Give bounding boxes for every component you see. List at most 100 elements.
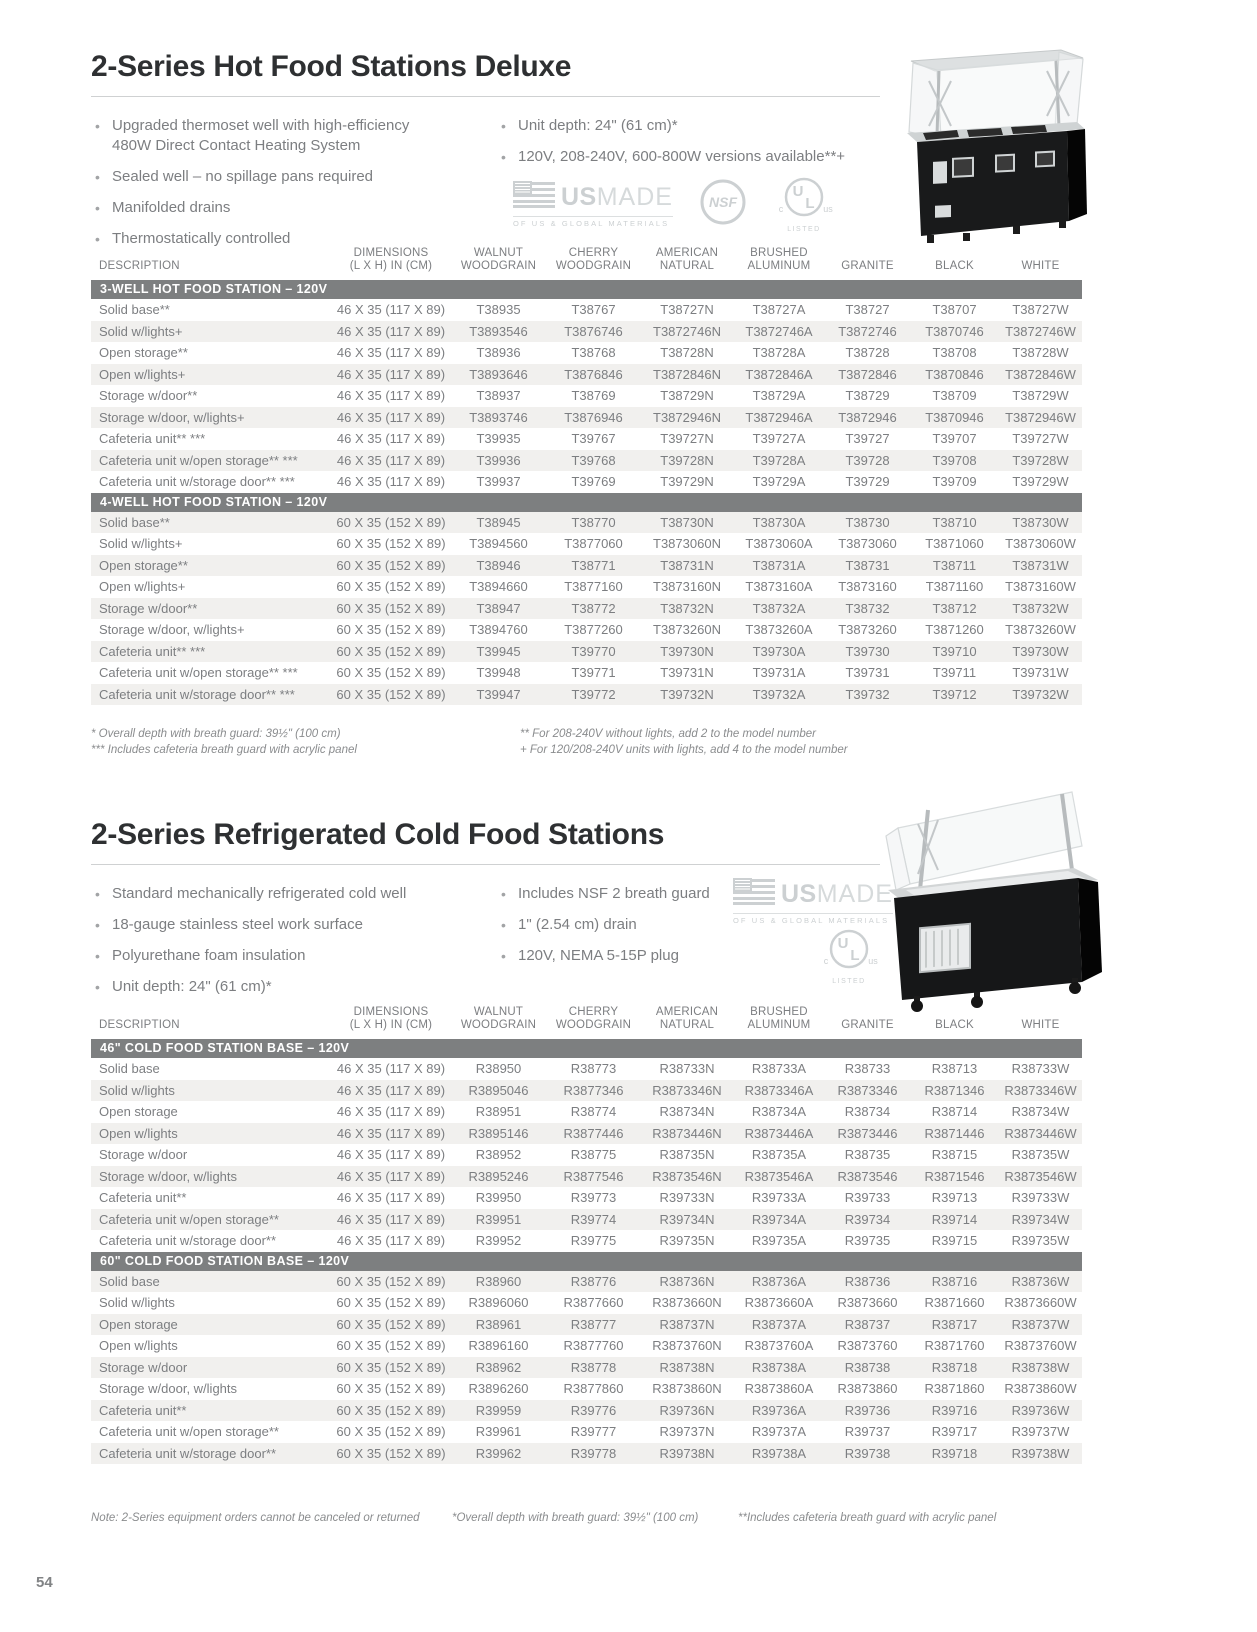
model-number-cell: T39730W <box>1012 643 1069 659</box>
model-number-cell: T38727A <box>752 302 806 318</box>
table-row: Storage w/door, w/lights+ 46 X 35 (117 X … <box>91 406 1082 428</box>
description-cell: Open storage <box>99 1104 178 1120</box>
model-number-cell: T38947 <box>476 600 521 616</box>
model-number-cell: R3877446 <box>563 1125 624 1141</box>
model-number-cell: R3871660 <box>924 1295 985 1311</box>
table-row: Solid w/lights 60 X 35 (152 X 89) R3896060… <box>91 1292 1082 1314</box>
model-number-cell: R3877546 <box>563 1168 624 1184</box>
model-number-cell: T38732A <box>752 600 806 616</box>
dimensions-cell: 60 X 35 (152 X 89) <box>336 600 446 616</box>
model-number-cell: T38709 <box>932 388 977 404</box>
svg-text:c: c <box>824 956 829 966</box>
dimensions-cell: 60 X 35 (152 X 89) <box>336 1273 446 1289</box>
column-header: BRUSHED ALUMINUM <box>747 1006 811 1031</box>
cold-food-station-product-image <box>876 790 1106 1017</box>
table-row: Open w/lights+ 60 X 35 (152 X 89) T3894660… <box>91 576 1082 598</box>
model-number-cell: T38707 <box>932 302 977 318</box>
model-number-cell: R39952 <box>475 1233 522 1249</box>
model-number-cell: R3873760A <box>744 1338 814 1354</box>
model-number-cell: T39730 <box>845 643 890 659</box>
model-number-cell: T38731W <box>1012 557 1069 573</box>
model-number-cell: T38731 <box>845 557 890 573</box>
table-row: Open w/lights 46 X 35 (117 X 89) R3895146 R… <box>91 1122 1082 1144</box>
model-number-cell: T3870946 <box>925 409 984 425</box>
model-number-cell: T39732A <box>752 686 806 702</box>
model-number-cell: T3893546 <box>469 323 528 339</box>
model-number-cell: R38733A <box>751 1061 807 1077</box>
svg-text:NSF: NSF <box>709 194 737 210</box>
column-header: WALNUT WOODGRAIN <box>460 1006 537 1031</box>
model-number-cell: T3873260A <box>745 622 813 638</box>
model-number-cell: T38730W <box>1012 514 1069 530</box>
description-cell: Open storage <box>99 1316 178 1332</box>
description-cell: Storage w/door** <box>99 388 198 404</box>
model-number-cell: T3873060A <box>745 536 813 552</box>
dimensions-cell: 46 X 35 (117 X 89) <box>336 388 446 404</box>
description-cell: Cafeteria unit** *** <box>99 431 206 447</box>
page-number: 54 <box>36 1574 53 1591</box>
dimensions-cell: 60 X 35 (152 X 89) <box>336 1359 446 1375</box>
table-row: Storage w/door** 46 X 35 (117 X 89) T38937… <box>91 385 1082 407</box>
model-number-cell: T39731A <box>752 665 806 681</box>
model-number-cell: T3871060 <box>925 536 984 552</box>
description-cell: Cafeteria unit** <box>99 1190 187 1206</box>
model-number-cell: R3873760W <box>1004 1338 1077 1354</box>
dimensions-cell: 46 X 35 (117 X 89) <box>336 1211 446 1227</box>
table-row: Cafeteria unit w/storage door** *** 60 X … <box>91 683 1082 705</box>
table-row: Open w/lights+ 46 X 35 (117 X 89) T3893646… <box>91 363 1082 385</box>
hot-features-list-left: Upgraded thermoset well with high-effici… <box>91 116 436 260</box>
dimensions-cell: 46 X 35 (117 X 89) <box>336 1061 446 1077</box>
model-number-cell: R3873860A <box>744 1381 814 1397</box>
model-number-cell: R39736A <box>751 1402 807 1418</box>
model-number-cell: T3871260 <box>925 622 984 638</box>
cold-section-title: 2-Series Refrigerated Cold Food Stations <box>91 818 665 851</box>
model-number-cell: R39737W <box>1011 1424 1070 1440</box>
model-number-cell: T3873160A <box>745 579 813 595</box>
model-number-cell: T38729 <box>845 388 890 404</box>
model-number-cell: T38732W <box>1012 600 1069 616</box>
model-number-cell: T3872946W <box>1005 409 1076 425</box>
model-number-cell: R38737A <box>751 1316 807 1332</box>
dimensions-cell: 60 X 35 (152 X 89) <box>336 1295 446 1311</box>
description-cell: Storage w/door <box>99 1359 188 1375</box>
model-number-cell: R38734N <box>659 1104 715 1120</box>
model-number-cell: R38735 <box>844 1147 891 1163</box>
column-header: DIMENSIONS (L X H) IN (CM) <box>349 1006 433 1031</box>
description-cell: Open w/lights <box>99 1125 178 1141</box>
model-number-cell: R3873546A <box>744 1168 814 1184</box>
model-number-cell: T3873260W <box>1005 622 1076 638</box>
model-number-cell: T38730N <box>660 514 714 530</box>
dimensions-cell: 60 X 35 (152 X 89) <box>336 536 446 552</box>
model-number-cell: T39937 <box>476 474 521 490</box>
hot-features-list-right: Unit depth: 24" (61 cm)* 120V, 208-240V, … <box>497 116 907 178</box>
model-number-cell: R39738W <box>1011 1445 1070 1461</box>
footnote: + For 120/208-240V units with lights, ad… <box>520 744 848 756</box>
model-number-cell: R38774 <box>570 1104 617 1120</box>
model-number-cell: T39710 <box>932 643 977 659</box>
table-section-header: 60" COLD FOOD STATION BASE – 120V <box>91 1251 1082 1271</box>
model-number-cell: T3894560 <box>469 536 528 552</box>
description-cell: Open storage** <box>99 557 188 573</box>
us-made-us-text: US <box>781 879 817 908</box>
model-number-cell: T38728A <box>752 345 806 361</box>
model-number-cell: R39959 <box>475 1402 522 1418</box>
model-number-cell: T3877160 <box>564 579 623 595</box>
model-number-cell: T39729N <box>660 474 714 490</box>
model-number-cell: R3895046 <box>468 1082 529 1098</box>
column-header: DESCRIPTION <box>99 260 180 272</box>
model-number-cell: T39707 <box>932 431 977 447</box>
table-header-row: DESCRIPTION DIMENSIONS (L X H) IN (CM) WALN… <box>91 1006 1082 1039</box>
model-number-cell: T3873060N <box>653 536 721 552</box>
description-cell: Solid base** <box>99 302 170 318</box>
table-row: Storage w/door 60 X 35 (152 X 89) R38962 R3… <box>91 1356 1082 1378</box>
model-number-cell: R38960 <box>475 1273 522 1289</box>
model-number-cell: T39731N <box>660 665 714 681</box>
model-number-cell: R39717 <box>931 1424 978 1440</box>
model-number-cell: T39770 <box>571 643 616 659</box>
model-number-cell: T3872846N <box>653 366 721 382</box>
model-number-cell: T39731 <box>845 665 890 681</box>
table-row: Cafeteria unit w/open storage** *** 60 X … <box>91 662 1082 684</box>
model-number-cell: R38775 <box>570 1147 617 1163</box>
hot-footnotes-right: ** For 208-240V without lights, add 2 to… <box>520 726 848 758</box>
table-row: Cafeteria unit w/storage door** 46 X 35 (… <box>91 1230 1082 1252</box>
